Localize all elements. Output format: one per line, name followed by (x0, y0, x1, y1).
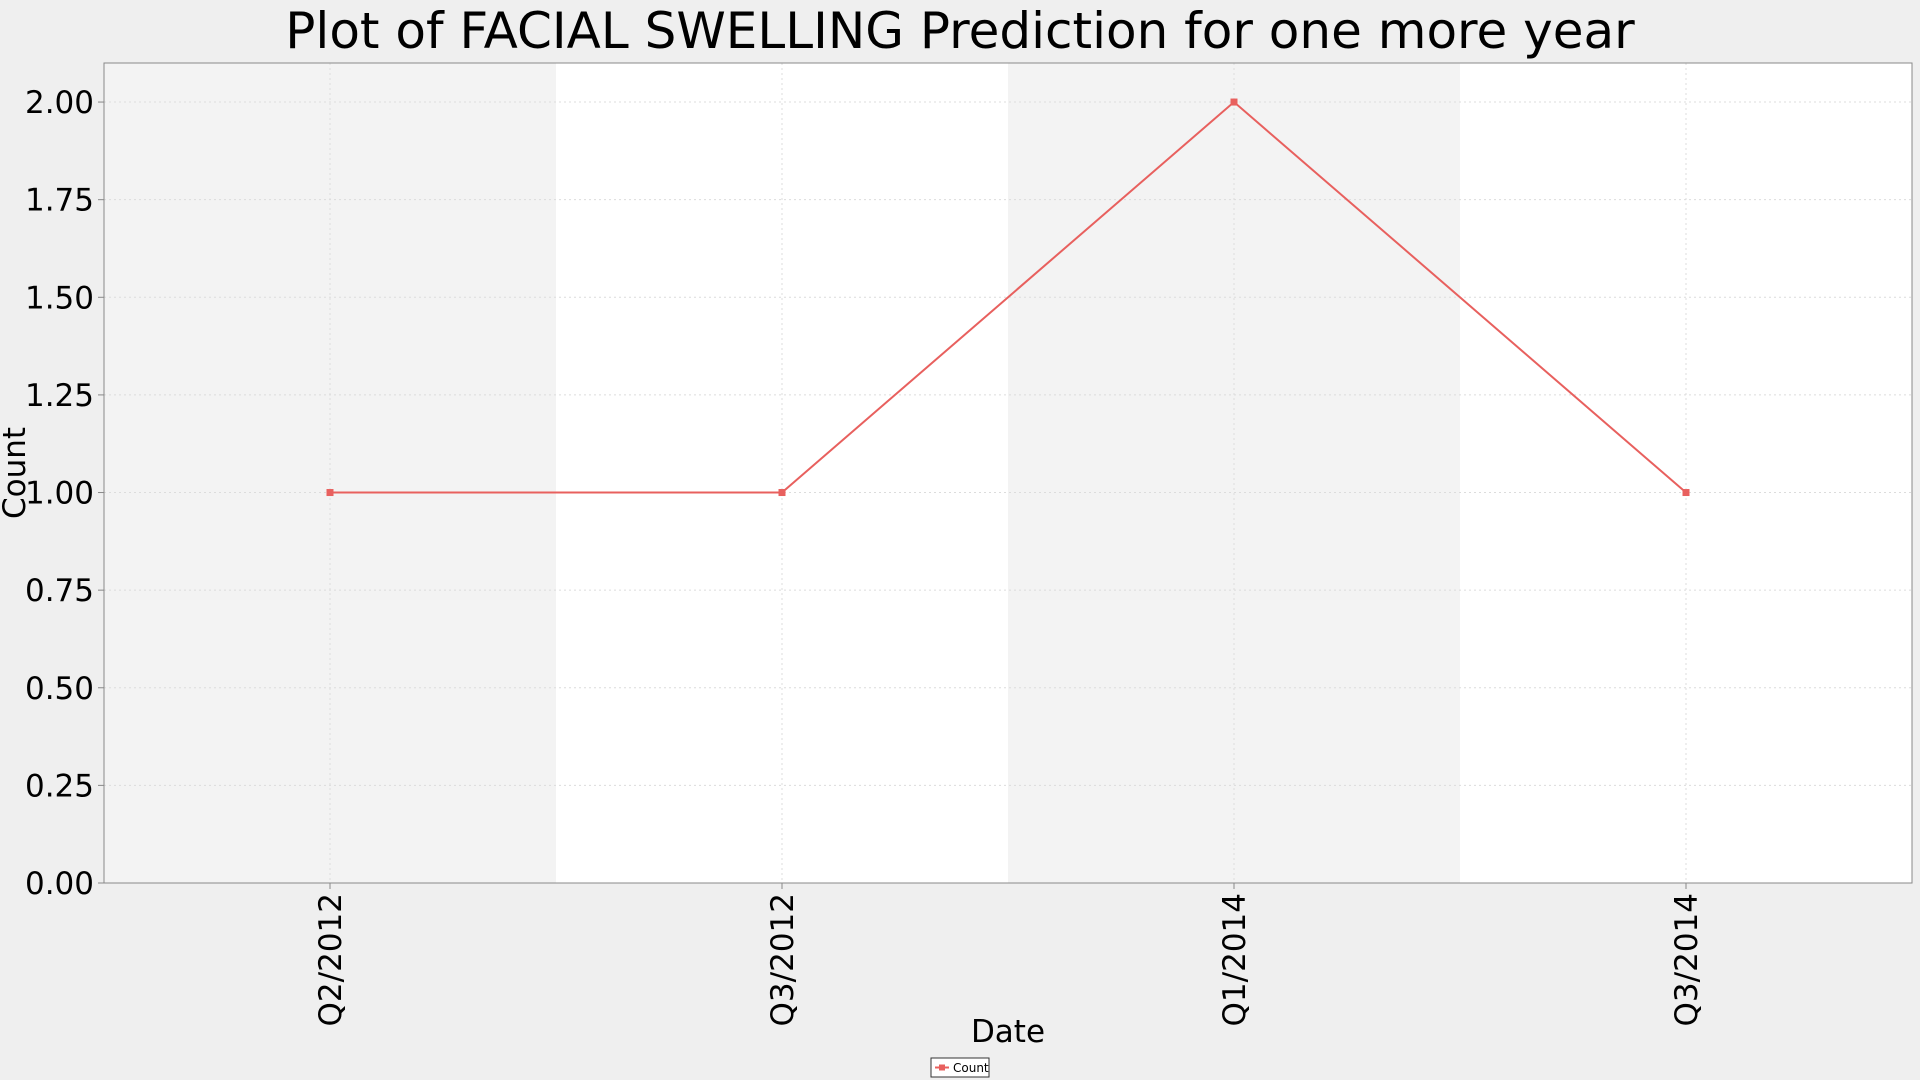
legend-label: Count (953, 1061, 989, 1075)
data-point (1230, 98, 1238, 106)
y-tick-label: 1.00 (25, 476, 94, 512)
y-axis-label: Count (0, 427, 33, 519)
series-layer (326, 98, 1690, 497)
legend-marker (939, 1064, 945, 1071)
x-tick-label: Q3/2012 (765, 893, 801, 1026)
legend-box (930, 1057, 990, 1078)
chart-title: Plot of FACIAL SWELLING Prediction for o… (285, 2, 1635, 60)
x-axis-ticks: Q2/2012 Q3/2012 Q1/2014 Q3/2014 (313, 883, 1705, 1026)
y-axis-ticks: 0.00 0.25 0.50 0.75 1.00 1.25 1.50 1.75 2.00 (25, 85, 104, 902)
x-tick-label: Q3/2014 (1669, 893, 1705, 1026)
y-tick-label: 0.25 (25, 768, 94, 804)
x-axis-label: Date (971, 1014, 1045, 1050)
x-tick-label: Q2/2012 (313, 893, 349, 1026)
x-tick-label: Q1/2014 (1217, 893, 1253, 1026)
data-point (1682, 489, 1690, 497)
series-line (330, 100, 1687, 494)
y-tick-label: 1.25 (25, 378, 94, 414)
legend: Count (930, 1057, 990, 1078)
y-tick-label: 1.75 (25, 183, 94, 219)
data-point (778, 489, 786, 497)
plot-frame (103, 62, 1913, 884)
y-tick-label: 2.00 (25, 85, 94, 121)
plot-area (103, 62, 1913, 884)
y-tick-label: 0.50 (25, 671, 94, 707)
y-tick-label: 1.50 (25, 280, 94, 316)
y-tick-label: 0.75 (25, 573, 94, 609)
category-bands (104, 63, 1912, 883)
y-tick-label: 0.00 (25, 866, 94, 902)
data-point (326, 489, 334, 497)
